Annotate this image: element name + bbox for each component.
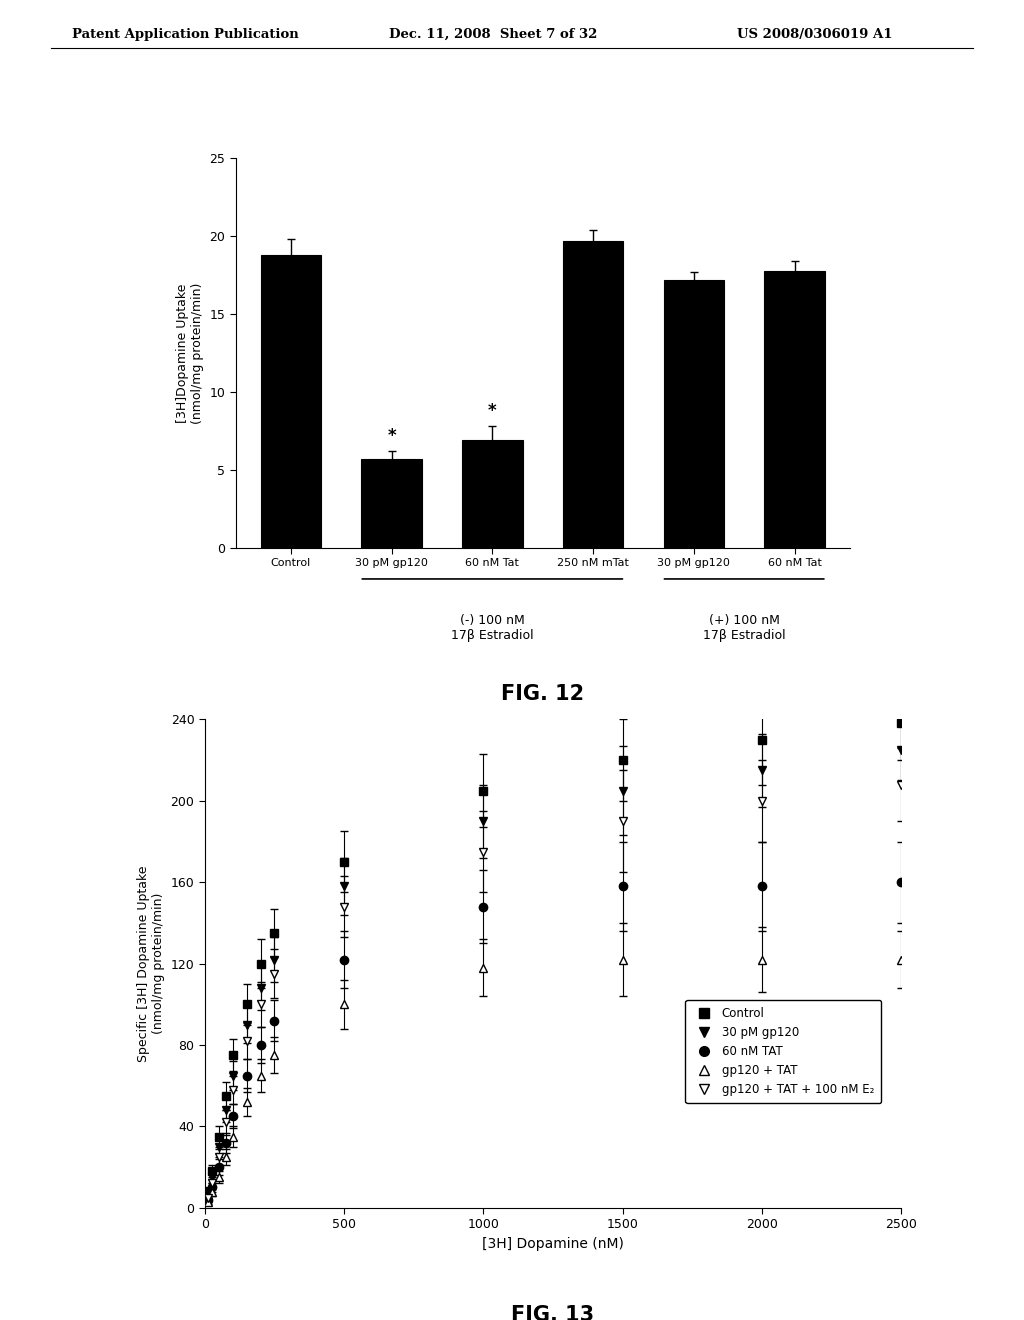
Bar [563,242,624,548]
Legend: Control, 30 pM gp120, 60 nM TAT, gp120 + TAT, gp120 + TAT + 100 nM E₂: Control, 30 pM gp120, 60 nM TAT, gp120 +… [685,1001,882,1104]
Text: (+) 100 nM
17β Estradiol: (+) 100 nM 17β Estradiol [702,614,785,642]
Y-axis label: [3H]Dopamine Uptake
(nmol/mg protein/min): [3H]Dopamine Uptake (nmol/mg protein/min… [176,282,204,424]
Text: (-) 100 nM
17β Estradiol: (-) 100 nM 17β Estradiol [451,614,534,642]
Text: Dec. 11, 2008  Sheet 7 of 32: Dec. 11, 2008 Sheet 7 of 32 [389,28,597,41]
Bar [462,441,522,548]
Text: *: * [387,426,396,445]
Bar [361,459,422,548]
Text: US 2008/0306019 A1: US 2008/0306019 A1 [737,28,893,41]
Text: FIG. 13: FIG. 13 [511,1305,595,1320]
Text: *: * [488,403,497,420]
Bar [261,255,322,548]
Y-axis label: Specific [3H] Dopamine Uptake
(nmol/mg protein/min): Specific [3H] Dopamine Uptake (nmol/mg p… [137,866,165,1061]
Bar [764,271,824,548]
Text: FIG. 12: FIG. 12 [501,684,585,704]
X-axis label: [3H] Dopamine (nM): [3H] Dopamine (nM) [482,1237,624,1251]
Text: Patent Application Publication: Patent Application Publication [72,28,298,41]
Bar [664,280,724,548]
